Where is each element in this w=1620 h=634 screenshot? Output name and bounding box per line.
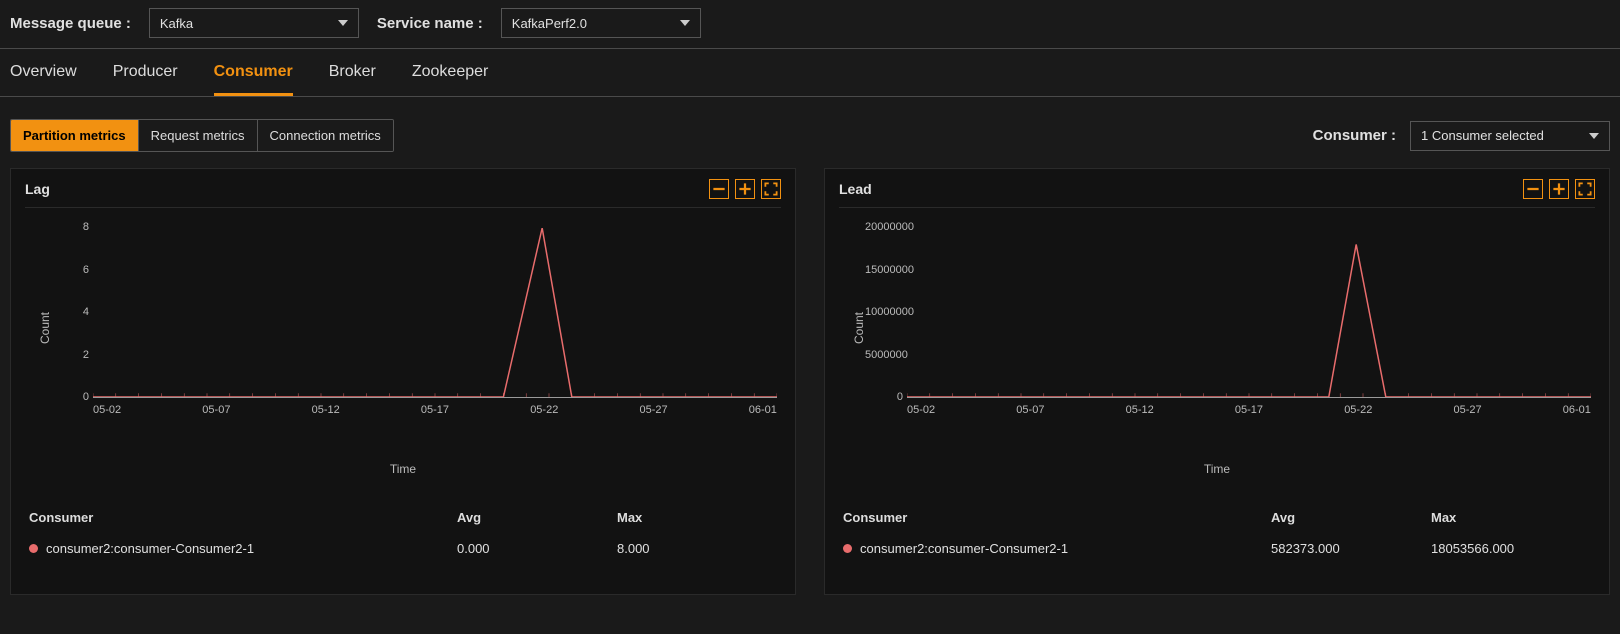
tab-overview[interactable]: Overview <box>10 63 77 96</box>
subtab-row: Partition metrics Request metrics Connec… <box>0 97 1620 168</box>
tab-consumer[interactable]: Consumer <box>214 63 293 96</box>
chart-tools <box>1523 179 1595 199</box>
y-axis-label: Count <box>38 312 52 344</box>
x-tick-label: 05-17 <box>421 404 449 416</box>
subtab-connection-metrics[interactable]: Connection metrics <box>258 120 393 151</box>
y-tick-label: 0 <box>51 391 89 403</box>
x-tick-label: 05-02 <box>907 404 935 416</box>
plot: 05000000100000001500000020000000 <box>907 228 1591 398</box>
filter-bar: Message queue : Kafka Service name : Kaf… <box>0 0 1620 49</box>
legend-col-max: Max <box>1431 510 1591 525</box>
consumer-filter: Consumer : 1 Consumer selected <box>1313 121 1610 151</box>
message-queue-select[interactable]: Kafka <box>149 8 359 38</box>
x-tick-label: 05-22 <box>1344 404 1372 416</box>
y-tick-label: 20000000 <box>865 221 903 233</box>
subtab-request-metrics[interactable]: Request metrics <box>139 120 258 151</box>
collapse-icon[interactable] <box>709 179 729 199</box>
service-name-value: KafkaPerf2.0 <box>512 16 587 31</box>
x-tick-label: 05-17 <box>1235 404 1263 416</box>
x-tick-label: 05-12 <box>1126 404 1154 416</box>
x-tick-label: 05-07 <box>202 404 230 416</box>
message-queue-label: Message queue : <box>10 15 131 32</box>
y-tick-label: 6 <box>51 264 89 276</box>
x-tick-label: 05-22 <box>530 404 558 416</box>
consumer-filter-label: Consumer : <box>1313 127 1396 144</box>
x-tick-label: 05-02 <box>93 404 121 416</box>
chart-cards: LagCount0246805-0205-0705-1205-1705-2205… <box>0 168 1620 605</box>
chart-title: Lag <box>25 181 50 197</box>
legend-avg-value: 582373.000 <box>1271 541 1431 556</box>
primary-tabs: Overview Producer Consumer Broker Zookee… <box>0 49 1620 97</box>
y-tick-label: 2 <box>51 349 89 361</box>
legend-max-value: 18053566.000 <box>1431 541 1591 556</box>
chevron-down-icon <box>338 20 348 26</box>
tab-producer[interactable]: Producer <box>113 63 178 96</box>
legend-row: consumer2:consumer-Consumer2-1582373.000… <box>843 533 1591 564</box>
chart-card: LeadCount0500000010000000150000002000000… <box>824 168 1610 595</box>
x-ticks: 05-02 05-07 05-12 05-17 05-22 05-27 06-01 <box>907 404 1591 416</box>
x-tick-label: 06-01 <box>749 404 777 416</box>
service-name-select[interactable]: KafkaPerf2.0 <box>501 8 701 38</box>
legend-avg-value: 0.000 <box>457 541 617 556</box>
x-tick-label: 05-27 <box>639 404 667 416</box>
subtab-partition-metrics[interactable]: Partition metrics <box>11 120 139 151</box>
fullscreen-icon[interactable] <box>1575 179 1595 199</box>
legend-swatch-icon <box>29 544 38 553</box>
collapse-icon[interactable] <box>1523 179 1543 199</box>
x-tick-label: 05-27 <box>1453 404 1481 416</box>
y-tick-label: 15000000 <box>865 264 903 276</box>
tab-broker[interactable]: Broker <box>329 63 376 96</box>
y-tick-label: 5000000 <box>865 349 903 361</box>
chevron-down-icon <box>1589 133 1599 139</box>
x-axis-label: Time <box>25 462 781 476</box>
plot: 02468 <box>93 228 777 398</box>
expand-plus-icon[interactable] <box>735 179 755 199</box>
service-name-label: Service name : <box>377 15 483 32</box>
legend-row: consumer2:consumer-Consumer2-10.0008.000 <box>29 533 777 564</box>
chart-plot-area: Count0500000010000000150000002000000005-… <box>865 228 1595 428</box>
consumer-filter-select[interactable]: 1 Consumer selected <box>1410 121 1610 151</box>
fullscreen-icon[interactable] <box>761 179 781 199</box>
legend-header-row: ConsumerAvgMax <box>843 502 1591 533</box>
chart-tools <box>709 179 781 199</box>
legend-col-avg: Avg <box>1271 510 1431 525</box>
y-tick-label: 10000000 <box>865 306 903 318</box>
expand-plus-icon[interactable] <box>1549 179 1569 199</box>
message-queue-value: Kafka <box>160 16 193 31</box>
chevron-down-icon <box>680 20 690 26</box>
chart-card: LagCount0246805-0205-0705-1205-1705-2205… <box>10 168 796 595</box>
x-tick-label: 05-12 <box>312 404 340 416</box>
legend-series-name: consumer2:consumer-Consumer2-1 <box>843 541 1271 556</box>
x-tick-label: 05-07 <box>1016 404 1044 416</box>
y-tick-label: 4 <box>51 306 89 318</box>
chart-svg <box>93 228 777 397</box>
y-tick-label: 0 <box>865 391 903 403</box>
chart-card-header: Lag <box>25 179 781 208</box>
x-tick-label: 06-01 <box>1563 404 1591 416</box>
metric-kind-tabs: Partition metrics Request metrics Connec… <box>10 119 394 152</box>
legend-col-consumer: Consumer <box>29 510 457 525</box>
chart-legend: ConsumerAvgMaxconsumer2:consumer-Consume… <box>25 502 781 564</box>
tab-zookeeper[interactable]: Zookeeper <box>412 63 489 96</box>
legend-series-name: consumer2:consumer-Consumer2-1 <box>29 541 457 556</box>
chart-legend: ConsumerAvgMaxconsumer2:consumer-Consume… <box>839 502 1595 564</box>
legend-col-avg: Avg <box>457 510 617 525</box>
chart-plot-area: Count0246805-0205-0705-1205-1705-2205-27… <box>51 228 781 428</box>
y-axis-label: Count <box>852 312 866 344</box>
chart-svg <box>907 228 1591 397</box>
consumer-filter-value: 1 Consumer selected <box>1421 128 1544 143</box>
legend-col-consumer: Consumer <box>843 510 1271 525</box>
x-axis-label: Time <box>839 462 1595 476</box>
x-ticks: 05-02 05-07 05-12 05-17 05-22 05-27 06-01 <box>93 404 777 416</box>
legend-header-row: ConsumerAvgMax <box>29 502 777 533</box>
legend-col-max: Max <box>617 510 777 525</box>
legend-swatch-icon <box>843 544 852 553</box>
chart-title: Lead <box>839 181 872 197</box>
y-tick-label: 8 <box>51 221 89 233</box>
chart-card-header: Lead <box>839 179 1595 208</box>
legend-max-value: 8.000 <box>617 541 777 556</box>
